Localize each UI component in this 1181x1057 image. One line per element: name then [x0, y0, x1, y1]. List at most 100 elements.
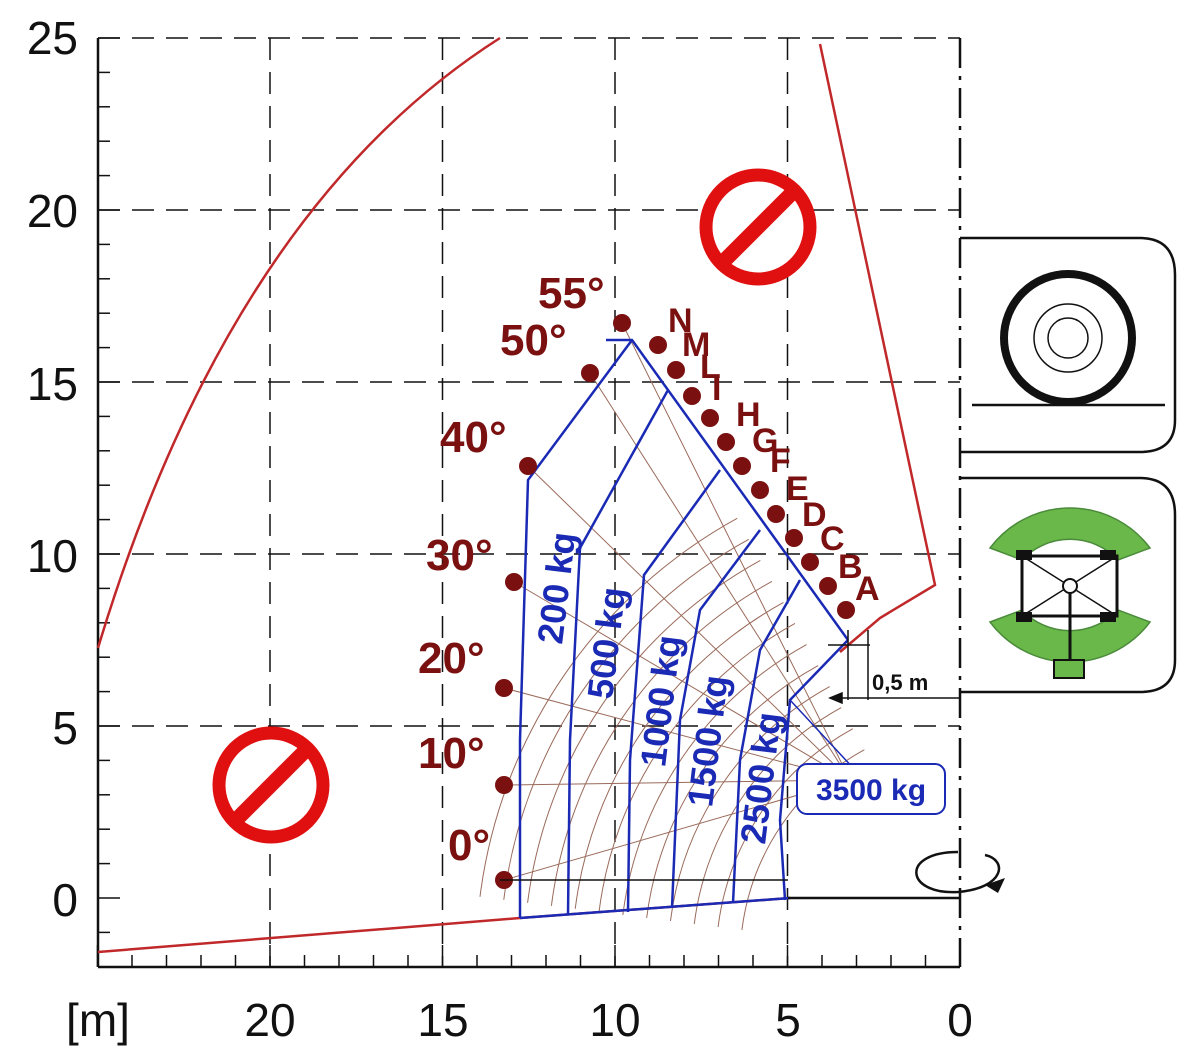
angle-label: 50°	[500, 316, 567, 365]
angle-label: 40°	[440, 413, 507, 462]
outrigger-top-view-icon	[988, 507, 1152, 679]
extension-letter: E	[786, 470, 809, 508]
extension-arc	[717, 728, 854, 927]
extension-letter: H	[736, 396, 761, 434]
angle-dot	[717, 433, 735, 451]
extension-arc	[550, 580, 773, 906]
extension-arc	[598, 623, 796, 912]
extension-letter: I	[712, 370, 721, 408]
angle-label: 55°	[538, 269, 605, 318]
rotation-arrow-icon	[915, 850, 1005, 894]
angle-label: 30°	[426, 531, 493, 580]
load-curve-3500kg	[778, 639, 849, 901]
load-curve-1000kg	[626, 469, 722, 913]
dimension-label: 0,5 m	[872, 670, 928, 695]
extension-letters: A B C D E F G H I L M N	[668, 302, 880, 608]
x-tick-label: 20	[244, 994, 295, 1046]
angle-dot	[751, 481, 769, 499]
extension-letter: G	[752, 422, 778, 460]
x-tick-labels: [m] 20 15 10 5 0	[66, 994, 973, 1046]
extension-arc-grid	[479, 322, 865, 930]
angle-dot	[495, 776, 513, 794]
extension-letter: C	[820, 520, 845, 558]
x-tick-label: 5	[775, 994, 801, 1046]
x-tick-label: 0	[947, 994, 973, 1046]
y-tick-label: 10	[27, 530, 78, 582]
load-label-3500kg: 3500 kg	[816, 774, 926, 807]
load-curve-500kg	[566, 389, 670, 916]
x-tick-label: 15	[417, 994, 468, 1046]
envelope-outer-arc	[96, 36, 501, 649]
angle-dot	[581, 364, 599, 382]
load-label-500kg: 500 kg	[579, 585, 633, 701]
load-curve-1500kg	[670, 529, 761, 909]
angle-dot	[819, 577, 837, 595]
extension-letter: B	[838, 548, 863, 586]
angle-dot	[505, 573, 523, 591]
x-tick-label: 10	[589, 994, 640, 1046]
extension-letter: A	[855, 570, 880, 608]
prohibited-sign-icon	[699, 168, 817, 286]
y-tick-label: 5	[52, 702, 78, 754]
load-3500kg-callout: 3500 kg	[796, 763, 946, 815]
outrigger-panel	[960, 476, 1177, 694]
extension-letter: D	[802, 496, 827, 534]
load-curve-200kg	[518, 339, 634, 918]
angle-dot	[767, 505, 785, 523]
extension-letter: L	[700, 348, 721, 386]
angle-dot	[683, 387, 701, 405]
angle-radial-line	[589, 372, 851, 781]
x-unit-label: [m]	[66, 994, 130, 1046]
angle-radial-line	[621, 322, 851, 781]
load-label-1500kg: 1500 kg	[679, 673, 736, 809]
extension-letter: M	[682, 326, 710, 364]
y-tick-label: 20	[27, 185, 78, 237]
angle-dot	[667, 361, 685, 379]
load-bottom-edge	[519, 896, 791, 920]
extension-arc	[693, 707, 842, 924]
extension-arc	[622, 644, 807, 915]
angle-dot	[837, 601, 855, 619]
minor-ticks	[96, 37, 961, 968]
angle-dot	[649, 336, 667, 354]
angle-dot	[701, 409, 719, 427]
angle-radial-line	[513, 581, 851, 781]
extension-arc	[646, 665, 819, 918]
envelope-right-edge	[818, 43, 937, 653]
load-curve-2500kg	[731, 579, 802, 904]
extension-arc	[479, 517, 738, 897]
load-zone-curves	[518, 338, 850, 920]
angle-dot	[613, 314, 631, 332]
prohibited-sign-icon	[212, 726, 330, 844]
angle-label: 0°	[448, 821, 490, 870]
angle-radial-line	[527, 465, 851, 781]
angle-label: 20°	[418, 634, 485, 683]
dimension-marker	[828, 630, 960, 705]
load-3500kg-box	[796, 763, 946, 815]
y-tick-label: 0	[52, 874, 78, 926]
angle-dot	[519, 457, 537, 475]
wheel-icon	[972, 270, 1165, 407]
y-tick-labels: 25 20 15 10 5 0	[27, 12, 78, 926]
load-3500-leader	[789, 699, 856, 771]
load-top-edge	[606, 338, 850, 641]
extension-letter: F	[770, 442, 791, 480]
wheel-panel	[960, 236, 1177, 454]
angle-dot	[733, 457, 751, 475]
angle-dot	[495, 679, 513, 697]
load-label-1000kg: 1000 kg	[632, 633, 689, 769]
y-tick-label: 25	[27, 12, 78, 64]
y-tick-label: 15	[27, 358, 78, 410]
angle-radial-line	[503, 779, 851, 881]
angle-dot	[785, 529, 803, 547]
angle-dot	[801, 553, 819, 571]
angle-radial-line	[503, 687, 851, 781]
extension-arc	[503, 538, 749, 900]
extension-letter: N	[668, 302, 693, 340]
grid	[98, 37, 960, 967]
extension-arc	[527, 559, 761, 903]
angle-dots	[495, 314, 855, 889]
boom-angle-labels: 0° 10° 20° 30° 40° 50° 55°	[418, 269, 605, 870]
angle-label: 10°	[418, 729, 485, 778]
